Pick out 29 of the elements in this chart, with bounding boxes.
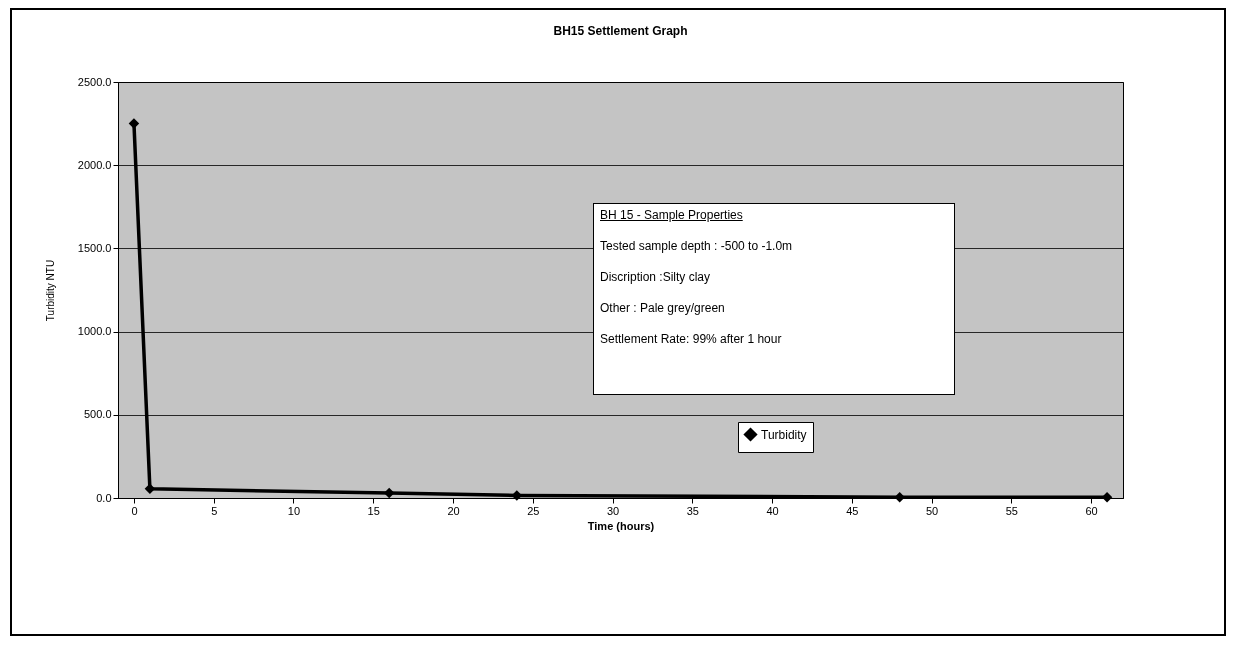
y-tick-label: 2500.0 <box>77 75 112 88</box>
y-tick-label: 1500.0 <box>77 241 112 254</box>
chart-title: BH15 Settlement Graph <box>553 24 688 38</box>
x-tick-label: 25 <box>527 504 540 517</box>
x-tick-label: 50 <box>925 504 939 517</box>
x-axis-title: Time (hours) <box>587 519 655 532</box>
y-axis-title: Turbidity NTU <box>44 259 56 322</box>
annotation: BH 15 - Sample Properties <box>600 208 744 222</box>
x-tick-label: 60 <box>1085 504 1098 517</box>
x-tick-label: 30 <box>606 504 620 517</box>
x-tick-label: 0 <box>131 504 138 517</box>
x-tick-label: 35 <box>686 504 699 517</box>
x-tick-label: 45 <box>846 504 859 517</box>
x-tick-label: 40 <box>766 504 779 517</box>
annotation: Tested sample depth : -500 to -1.0m <box>600 239 794 253</box>
y-tick-label: 1000.0 <box>77 325 112 338</box>
y-tick-label: 2000.0 <box>77 158 112 171</box>
point <box>128 118 140 129</box>
x-tick-label: 15 <box>367 504 380 517</box>
y-tick-label: 0.0 <box>96 491 112 504</box>
annotation: Other : Pale grey/green <box>600 301 726 315</box>
x-tick-label: 55 <box>1005 504 1018 517</box>
y-tick-label: 500.0 <box>83 408 112 421</box>
x-tick-label: 5 <box>211 504 218 517</box>
x-tick-label: 10 <box>287 504 301 517</box>
annotation: Settlement Rate: 99% after 1 hour <box>600 332 783 346</box>
x-tick-label: 20 <box>447 504 460 517</box>
annotation: Discription :Silty clay <box>600 270 712 284</box>
legend-label: Turbidity <box>761 427 807 442</box>
